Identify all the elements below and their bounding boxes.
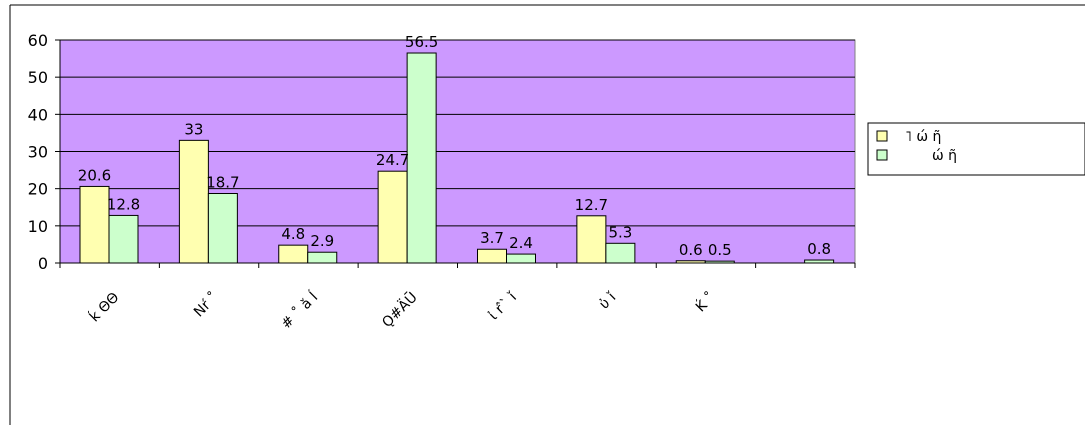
x-tick-label: ḱ ΘΘ [85,288,122,325]
data-label: 24.7 [376,151,409,169]
y-tick-label: 20 [28,180,48,199]
legend-swatch [876,130,888,142]
bar-series-2 [307,251,338,264]
legend-box [867,122,1085,176]
x-tick-label: ἰ ŕ ̀ ̀ ǐ [486,289,521,324]
data-label: 20.6 [78,166,111,184]
bar-series-1 [576,215,607,264]
data-labels: 20.6 33 4.8 24.7 3.7 12.7 0.6 12.8 18.7 2.9 56.5 2.… [78,33,831,259]
bar-series-2 [506,253,536,264]
bar-series-1 [278,244,309,264]
bar-series-2 [207,192,238,264]
legend: ˥ ώ ῆ ώ ῆ [867,122,1085,176]
bar-series-1 [178,139,209,264]
data-label: 12.8 [107,195,140,213]
data-label: 0.8 [807,240,831,258]
y-tick-label: 10 [28,217,48,236]
x-tick-label: # ˚ ǎ ĺ [277,288,321,332]
legend-swatch [876,149,888,161]
y-tick-label: 30 [28,143,48,162]
data-label: 18.7 [206,173,239,191]
bar-series-2 [108,214,139,264]
bar-series-2 [406,52,437,264]
y-tick-label: 60 [28,31,48,50]
data-label: 3.7 [480,229,504,247]
data-label: 12.7 [575,196,608,214]
x-tick-label: Ǫ#ÄŪ [378,288,421,331]
legend-label: ˥ ώ ῆ [905,129,941,145]
data-label: 0.5 [708,241,732,259]
x-tick-label: Nŕ ˚ [190,289,222,321]
bar-series-1 [79,185,110,264]
data-label: 0.6 [679,241,703,259]
data-label: 2.4 [509,234,533,252]
x-tick-label: Ḱ ˚ [691,288,718,315]
bar-series-1 [377,170,408,264]
y-tick-label: 0 [38,254,48,273]
legend-label: ώ ῆ [932,148,957,164]
bars [79,52,835,264]
bar-series-1 [477,248,507,264]
y-tick-label: 50 [28,68,48,87]
data-label: 2.9 [310,232,334,250]
data-label: 33 [184,120,203,138]
y-axis: 0 10 20 30 40 50 60 [28,31,61,273]
data-label: 4.8 [281,225,305,243]
x-tick-label: ὐ ǐ [596,289,620,313]
x-axis: ḱ ΘΘ Nŕ ˚ # ˚ ǎ ĺ Ǫ#ÄŪ ἰ ŕ ̀ ̀ ǐ ὐ ǐ Ḱ ˚ [59,262,856,332]
bar-series-2 [605,242,636,264]
data-label: 56.5 [405,33,438,51]
data-label: 5.3 [608,223,632,241]
y-tick-label: 40 [28,105,48,124]
